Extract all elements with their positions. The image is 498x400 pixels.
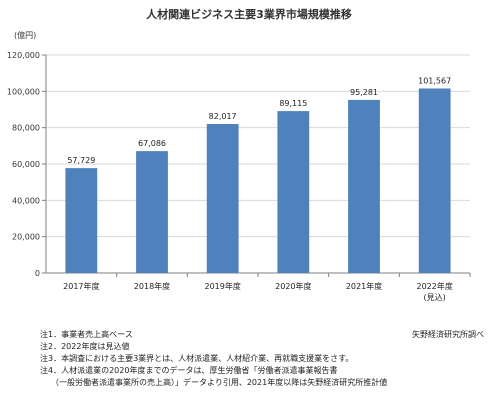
y-tick-label: 80,000 <box>12 124 40 133</box>
y-tick-label: 40,000 <box>12 196 40 205</box>
x-tick-label: 2019年度 <box>204 281 240 291</box>
y-tick-label: 60,000 <box>12 160 40 169</box>
footnote-1: 注1．事業者売上高ベース <box>40 330 133 339</box>
footnote-4-continued: （一般労働者派遣事業所の売上高）」データより引用、2021年度以降は矢野経済研究… <box>51 378 388 387</box>
bar <box>418 88 451 273</box>
x-tick-sublabel: (見込) <box>424 293 446 302</box>
y-tick-label: 20,000 <box>12 233 40 242</box>
footnotes: 注1．事業者売上高ベース 注2．2022年度は見込値 注3．本調査における主要3… <box>40 329 387 389</box>
y-unit-label: (億円) <box>14 30 36 40</box>
x-tick-label: 2020年度 <box>275 281 311 291</box>
data-label: 67,086 <box>138 139 166 148</box>
x-tick-label: 2022年度 <box>416 281 452 291</box>
source-credit: 矢野経済研究所調べ <box>412 330 484 339</box>
y-tick-label: 100,000 <box>7 87 40 96</box>
data-label: 57,729 <box>67 156 95 165</box>
bar <box>348 99 380 273</box>
bar-chart: (億円) 0 20,000 40,000 60,000 80,000 100,000 120,… <box>7 30 471 302</box>
data-label: 95,281 <box>350 88 378 97</box>
footnote-2: 注2．2022年度は見込値 <box>40 342 130 351</box>
bar <box>65 168 98 273</box>
chart-title: 人材関連ビジネス主要3業界市場規模推移 <box>146 8 352 21</box>
data-label: 89,115 <box>279 99 307 108</box>
y-tick-label: 0 <box>35 269 40 278</box>
bar <box>277 111 310 273</box>
y-tick-label: 120,000 <box>7 51 40 60</box>
bar <box>206 124 239 274</box>
data-label: 82,017 <box>209 112 237 121</box>
x-tick-label: 2018年度 <box>134 281 170 291</box>
data-label: 101,567 <box>418 76 451 85</box>
x-tick-label: 2021年度 <box>346 281 382 291</box>
bar <box>136 151 168 273</box>
footnote-4: 注4．人材派遣業の2020年度までのデータは、厚生労働省「労働者派遣事業報告書 <box>40 366 338 375</box>
footnote-3: 注3．本調査における主要3業界とは、人材派遣業、人材紹介業、再就職支援業をさす。 <box>40 354 354 363</box>
x-tick-label: 2017年度 <box>63 281 99 291</box>
